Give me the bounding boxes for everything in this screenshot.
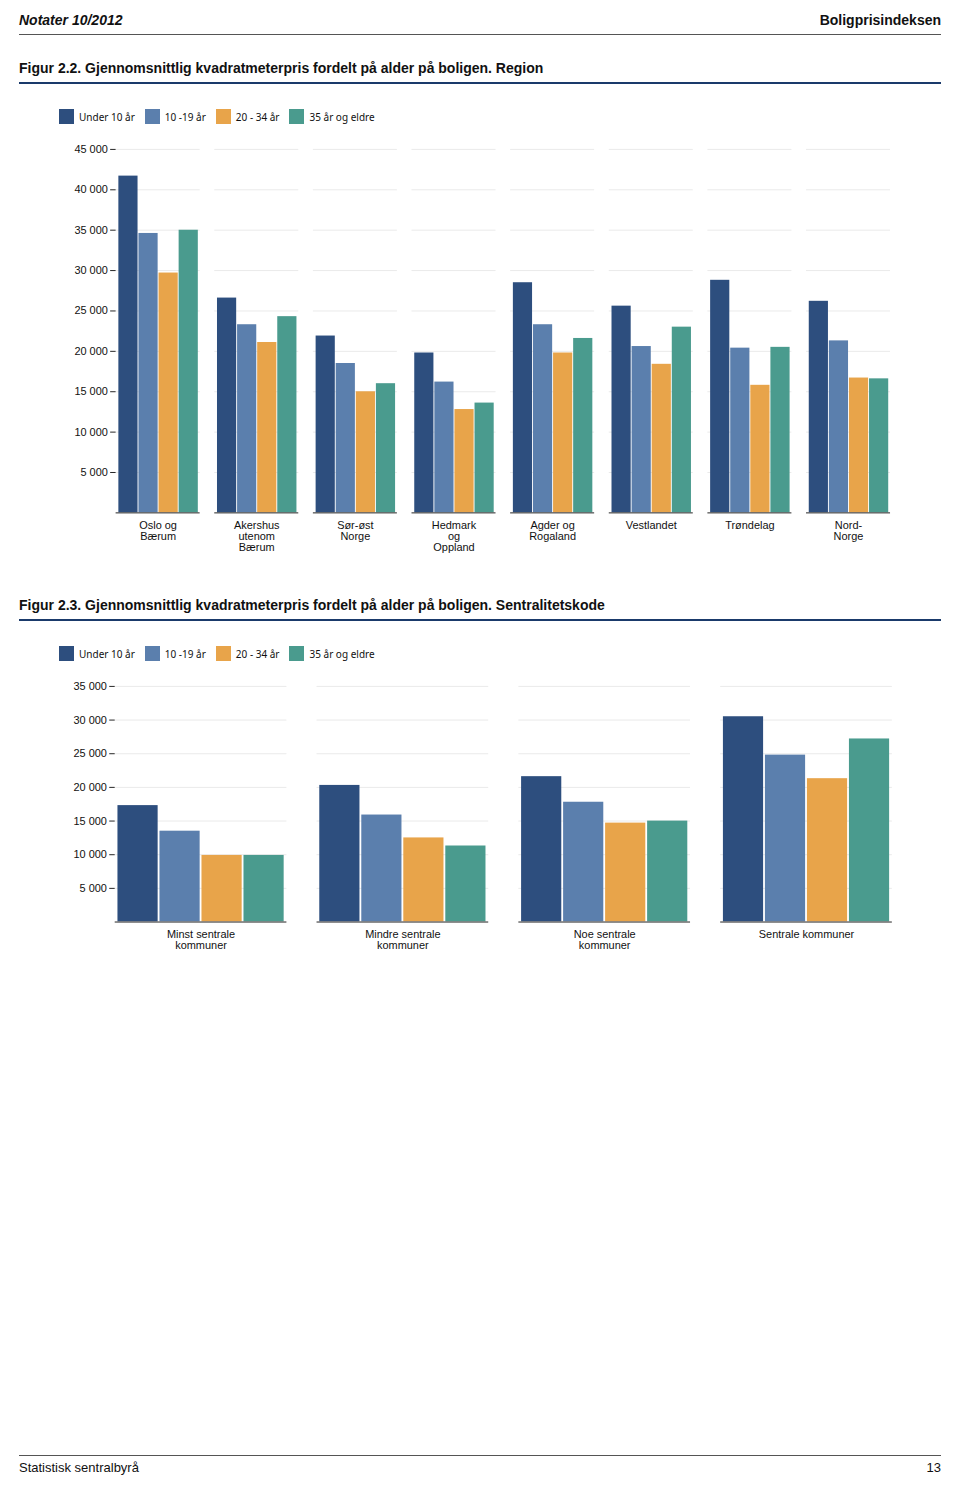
html-text:20 - 34 år: 20 - 34 år — [235, 646, 280, 661]
svg-text:Noe sentralekommuner: Noe sentralekommuner — [574, 928, 636, 951]
html-text:13: 13 — [926, 1460, 941, 1475]
svg-text:35 000: 35 000 — [74, 224, 107, 236]
html-text:Under 10 år: Under 10 år — [79, 109, 135, 124]
svg-text:30 000: 30 000 — [73, 714, 106, 726]
html-text:10 -19 år: 10 -19 år — [164, 109, 206, 124]
svg-text:Nord-Norge: Nord-Norge — [834, 519, 864, 542]
svg-text:15 000: 15 000 — [73, 815, 106, 827]
svg-text:45 000: 45 000 — [74, 143, 107, 155]
svg-text:HedmarkogOppland: HedmarkogOppland — [432, 519, 477, 553]
svg-text:25 000: 25 000 — [74, 304, 107, 316]
svg-text:5 000: 5 000 — [80, 466, 107, 478]
html-text:20 - 34 år: 20 - 34 år — [235, 109, 280, 124]
svg-text:Sør-østNorge: Sør-østNorge — [337, 519, 373, 542]
html-text:Boligprisindeksen: Boligprisindeksen — [819, 12, 941, 28]
svg-text:15 000: 15 000 — [74, 385, 107, 397]
html-text:Statistisk sentralbyrå: Statistisk sentralbyrå — [19, 1460, 139, 1475]
html-text:Notater 10/2012: Notater 10/2012 — [19, 12, 123, 28]
svg-text:Oslo ogBærum: Oslo ogBærum — [139, 519, 177, 542]
html-text:10 -19 år: 10 -19 år — [164, 646, 206, 661]
svg-text:Sentrale kommuner: Sentrale kommuner — [759, 928, 855, 940]
svg-text:35 000: 35 000 — [73, 680, 106, 692]
html-text:Figur 2.2. Gjennomsnittlig kva: Figur 2.2. Gjennomsnittlig kvadratmeterp… — [19, 60, 544, 76]
svg-text:20 000: 20 000 — [73, 781, 106, 793]
svg-text:AkershusutenomBærum: AkershusutenomBærum — [234, 519, 280, 553]
svg-text:Minst sentralekommuner: Minst sentralekommuner — [167, 928, 235, 951]
html-text:Figur 2.3. Gjennomsnittlig kva: Figur 2.3. Gjennomsnittlig kvadratmeterp… — [19, 597, 605, 614]
svg-text:5 000: 5 000 — [80, 882, 107, 894]
svg-text:Trøndelag: Trøndelag — [725, 519, 774, 531]
html-text:35 år og eldre: 35 år og eldre — [309, 646, 375, 661]
svg-text:10 000: 10 000 — [74, 426, 107, 438]
svg-text:40 000: 40 000 — [74, 183, 107, 195]
svg-text:30 000: 30 000 — [74, 264, 107, 276]
svg-text:25 000: 25 000 — [73, 747, 106, 759]
html-text:35 år og eldre: 35 år og eldre — [309, 109, 375, 124]
svg-text:Mindre sentralekommuner: Mindre sentralekommuner — [365, 928, 440, 951]
svg-text:10 000: 10 000 — [73, 848, 106, 860]
svg-text:20 000: 20 000 — [74, 345, 107, 357]
svg-text:Agder ogRogaland: Agder ogRogaland — [529, 519, 576, 542]
svg-text:Vestlandet: Vestlandet — [626, 519, 677, 531]
html-text:Under 10 år: Under 10 år — [79, 646, 135, 661]
